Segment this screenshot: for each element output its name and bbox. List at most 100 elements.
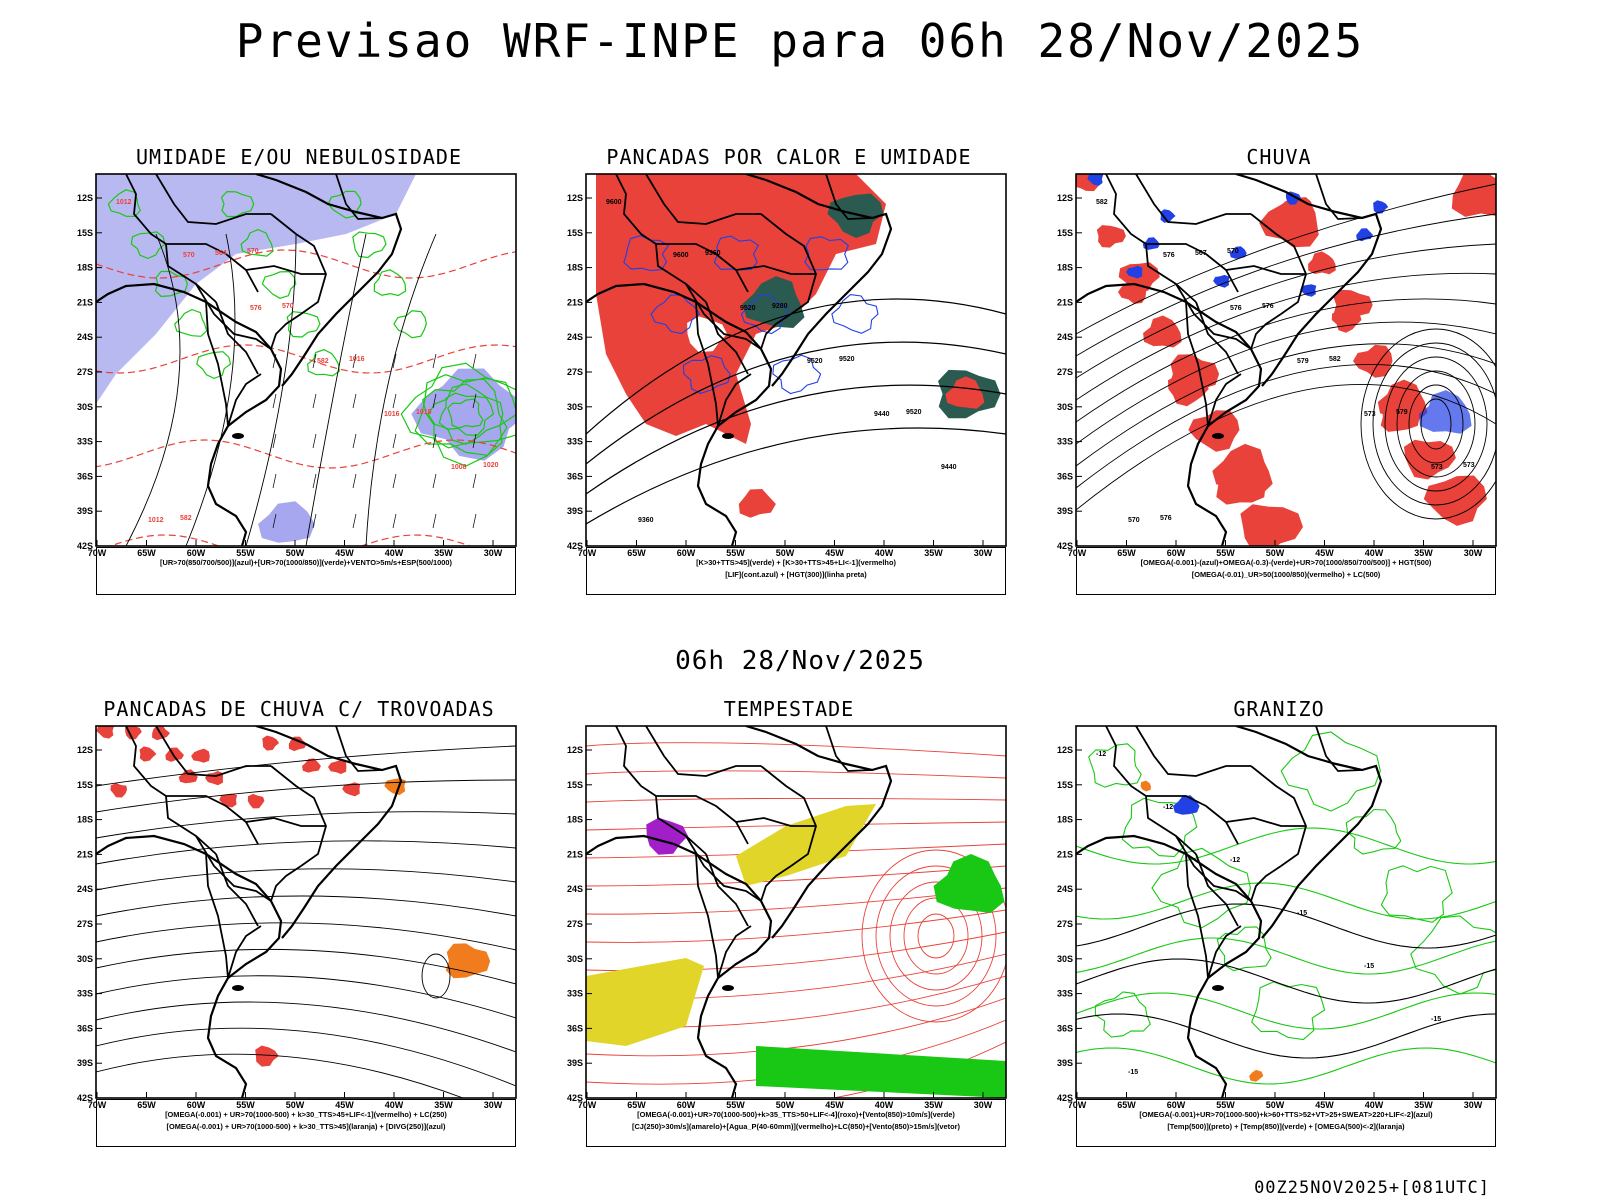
- contour-label: -12: [1163, 804, 1173, 811]
- y-tick-label: 18S: [77, 815, 93, 825]
- y-tick-label: 27S: [567, 367, 583, 377]
- y-tick-label: 21S: [1057, 297, 1073, 307]
- map-layers: [586, 726, 1006, 1098]
- y-tick-label: 27S: [1057, 367, 1073, 377]
- x-tick-label: 70W: [88, 1100, 107, 1110]
- map-layers: [586, 174, 1006, 546]
- y-tick-label: 42S: [567, 1093, 583, 1103]
- map: 12S 15S 18S 21S 24S 27S 30S 33S 36S 39S 42S 70W 65W 6…: [556, 170, 1007, 558]
- y-tick-label: 12S: [77, 745, 93, 755]
- x-tick-label: 30W: [974, 1100, 993, 1110]
- panel-pancadas-calor: PANCADAS POR CALOR E UMIDADE 12S 15S 18S 21…: [554, 145, 1024, 625]
- contour-label: 1012: [116, 199, 132, 206]
- y-tick-label: 18S: [567, 263, 583, 273]
- x-tick-label: 35W: [924, 548, 943, 558]
- contour-label: 576: [250, 305, 262, 312]
- x-tick-label: 40W: [1365, 548, 1384, 558]
- y-tick-label: 27S: [567, 919, 583, 929]
- y-tick-label: 24S: [1057, 332, 1073, 342]
- panel-umidade: UMIDADE E/OU NEBULOSIDADE 12S 15S 18S 21S 24…: [64, 145, 534, 625]
- y-tick-label: 18S: [1057, 263, 1073, 273]
- x-tick-label: 65W: [137, 548, 156, 558]
- x-tick-label: 50W: [1266, 1100, 1285, 1110]
- x-tick-label: 70W: [578, 548, 597, 558]
- x-tick-label: 45W: [1315, 548, 1334, 558]
- y-tick-label: 12S: [1057, 193, 1073, 203]
- y-tick-label: 39S: [77, 1058, 93, 1068]
- contour-label: 579: [1396, 409, 1408, 416]
- panel-title: CHUVA: [1246, 145, 1312, 169]
- contour-label: -15: [1297, 910, 1307, 917]
- x-tick-label: 40W: [875, 548, 894, 558]
- x-tick-label: 40W: [1365, 1100, 1384, 1110]
- page-title: Previsao WRF-INPE para 06h 28/Nov/2025: [235, 14, 1365, 68]
- y-tick-label: 21S: [77, 849, 93, 859]
- x-tick-label: 30W: [1464, 1100, 1483, 1110]
- contour-label: 576: [1230, 305, 1242, 312]
- x-tick-label: 65W: [627, 548, 646, 558]
- x-tick-label: 35W: [924, 1100, 943, 1110]
- contour-label: 573: [1463, 462, 1475, 469]
- y-tick-label: 12S: [567, 193, 583, 203]
- map: 12S 15S 18S 21S 24S 27S 30S 33S 36S 39S 42S 70W 65W 6…: [556, 722, 1007, 1110]
- map-frame: [1075, 725, 1497, 1099]
- x-tick-label: 65W: [627, 1100, 646, 1110]
- x-tick-label: 55W: [726, 1100, 745, 1110]
- panel-legend: [OMEGA(-0.001)+UR>70(1000-500)+k>35_TTS>…: [586, 1099, 1006, 1147]
- map-frame: [1075, 173, 1497, 547]
- contour-label: 570: [282, 303, 294, 310]
- panel-title: PANCADAS POR CALOR E UMIDADE: [606, 145, 972, 169]
- map-frame: [95, 173, 517, 547]
- y-tick-label: 21S: [567, 849, 583, 859]
- panel-title: UMIDADE E/OU NEBULOSIDADE: [135, 145, 463, 169]
- contour-label: 1016: [349, 356, 365, 363]
- y-tick-label: 18S: [567, 815, 583, 825]
- x-tick-label: 65W: [1117, 548, 1136, 558]
- x-tick-label: 50W: [286, 1100, 305, 1110]
- contour-label: -12: [1096, 751, 1106, 758]
- contour-label: 9520: [807, 358, 823, 365]
- panel-legend: [UR>70(850/700/500)](azul)+[UR>70(1000/8…: [96, 547, 516, 595]
- y-tick-label: 33S: [1057, 437, 1073, 447]
- x-tick-label: 65W: [1117, 1100, 1136, 1110]
- contour-label: 9440: [941, 464, 957, 471]
- x-tick-label: 55W: [1216, 1100, 1235, 1110]
- contour-label: -15: [1364, 963, 1374, 970]
- y-tick-label: 42S: [77, 1093, 93, 1103]
- map: 12S 15S 18S 21S 24S 27S 30S 33S 36S 39S 42S 70W 65W 6…: [66, 170, 517, 558]
- x-tick-label: 35W: [1414, 1100, 1433, 1110]
- contour-label: 9440: [874, 411, 890, 418]
- y-tick-label: 36S: [1057, 471, 1073, 481]
- y-tick-label: 42S: [567, 541, 583, 551]
- panel-granizo: GRANIZO 12S 15S 18S 21S 24S 27S 30S 33S 36S 39S 42…: [1044, 697, 1514, 1177]
- contour-label: 576: [1163, 252, 1175, 259]
- y-tick-label: 30S: [77, 402, 93, 412]
- map: 12S 15S 18S 21S 24S 27S 30S 33S 36S 39S 42S 70W 65W 6…: [1046, 170, 1497, 558]
- contour-label: 1012: [148, 517, 164, 524]
- y-tick-label: 39S: [1057, 506, 1073, 516]
- panel-tempestade: TEMPESTADE 12S 15S 18S 21S 24S 27S 30S 33S 36S 39…: [554, 697, 1024, 1177]
- x-tick-label: 55W: [236, 548, 255, 558]
- x-tick-label: 70W: [1068, 1100, 1087, 1110]
- y-tick-label: 12S: [1057, 745, 1073, 755]
- y-tick-label: 33S: [567, 437, 583, 447]
- y-tick-label: 42S: [1057, 1093, 1073, 1103]
- contour-label: 9520: [839, 356, 855, 363]
- y-tick-label: 24S: [77, 884, 93, 894]
- x-tick-label: 70W: [1068, 548, 1087, 558]
- x-tick-label: 55W: [726, 548, 745, 558]
- y-tick-label: 42S: [77, 541, 93, 551]
- y-tick-label: 30S: [77, 954, 93, 964]
- y-tick-label: 27S: [1057, 919, 1073, 929]
- panel-legend: [OMEGA(-0.001) + UR>70(1000-500) + k>30_…: [96, 1099, 516, 1147]
- y-tick-label: 15S: [1057, 228, 1073, 238]
- x-tick-label: 60W: [187, 548, 206, 558]
- x-tick-label: 40W: [385, 548, 404, 558]
- y-tick-label: 24S: [77, 332, 93, 342]
- x-tick-label: 45W: [335, 1100, 354, 1110]
- contour-label: 9520: [906, 409, 922, 416]
- x-tick-label: 40W: [875, 1100, 894, 1110]
- contour-label: 573: [1431, 464, 1443, 471]
